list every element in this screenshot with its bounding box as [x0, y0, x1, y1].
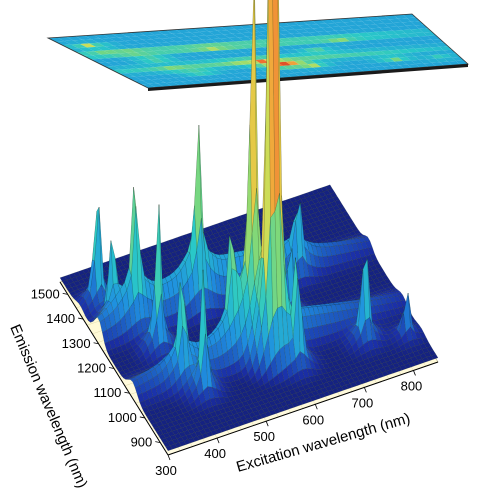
x-axis-tick-labels: 300 400 500 600 700 800: [155, 370, 422, 478]
y-tick-label: 1200: [77, 361, 106, 376]
top-projection-plane: [46, 13, 469, 91]
x-tick-label: 600: [302, 412, 324, 427]
y-tick-label: 1300: [62, 336, 91, 351]
x-tick-label: 800: [401, 378, 423, 393]
y-axis-tick-labels: 900 1000 1100 1200 1300 1400 1500: [31, 286, 161, 450]
x-tick-label: 700: [352, 395, 374, 410]
x-tick-label: 300: [155, 463, 177, 478]
y-tick-label: 1000: [108, 410, 137, 425]
y-tick-label: 1400: [46, 311, 75, 326]
surface-mesh: [59, 0, 439, 451]
y-tick-label: 1500: [31, 286, 60, 301]
x-tick-label: 500: [253, 429, 275, 444]
y-tick-label: 900: [131, 435, 153, 450]
x-tick-label: 400: [204, 446, 226, 461]
y-tick-label: 1100: [93, 385, 121, 400]
